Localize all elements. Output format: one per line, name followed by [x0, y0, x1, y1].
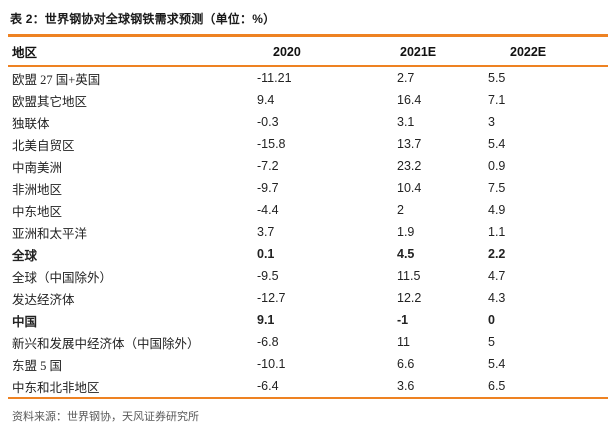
value-cell: 0.1: [257, 247, 275, 261]
table-title: 表 2：世界钢协对全球钢铁需求预测（单位：%）: [10, 12, 276, 26]
value-cell: 3: [488, 115, 495, 129]
region-cell: 中东和北非地区: [12, 380, 100, 395]
value-cell: 7.1: [488, 93, 506, 107]
value-cell: 6.5: [488, 379, 506, 393]
region-cell: 北美自贸区: [12, 138, 75, 153]
value-cell: 5.5: [488, 71, 506, 85]
table-row: 欧盟 27 国+英国 -11.21 2.7 5.5: [8, 66, 608, 89]
value-cell: 10.4: [397, 181, 422, 195]
region-cell: 中国: [12, 314, 38, 329]
table-row: 中东地区 -4.4 2 4.9: [8, 199, 608, 221]
value-cell: -6.4: [257, 379, 279, 393]
table-row: 非洲地区 -9.7 10.4 7.5: [8, 177, 608, 199]
table-row: 中东和北非地区 -6.4 3.6 6.5: [8, 375, 608, 398]
value-cell: 12.2: [397, 291, 422, 305]
region-cell: 中东地区: [12, 204, 63, 219]
header-row: 地区 2020 2021E 2022E: [8, 36, 608, 66]
value-cell: -12.7: [257, 291, 286, 305]
column-header-2021e: 2021E: [400, 44, 437, 59]
value-cell: 0.9: [488, 159, 506, 173]
value-cell: -15.8: [257, 137, 286, 151]
value-cell: 4.9: [488, 203, 506, 217]
source-note: 资料来源：世界钢协，天风证券研究所: [12, 411, 199, 423]
table-row: 北美自贸区 -15.8 13.7 5.4: [8, 133, 608, 155]
value-cell: -6.8: [257, 335, 279, 349]
value-cell: 6.6: [397, 357, 415, 371]
value-cell: 4.7: [488, 269, 506, 283]
region-cell: 东盟 5 国: [12, 358, 63, 373]
value-cell: -10.1: [257, 357, 286, 371]
column-header-2022e: 2022E: [510, 44, 547, 59]
value-cell: -9.5: [257, 269, 279, 283]
table-row: 发达经济体 -12.7 12.2 4.3: [8, 287, 608, 309]
region-cell: 发达经济体: [12, 292, 75, 307]
value-cell: 5: [488, 335, 495, 349]
value-cell: 7.5: [488, 181, 506, 195]
region-cell: 独联体: [12, 116, 50, 131]
column-header-region: 地区: [12, 46, 38, 60]
value-cell: 23.2: [397, 159, 422, 173]
column-header-2020: 2020: [273, 44, 301, 59]
table-row: 全球 0.1 4.5 2.2: [8, 243, 608, 265]
region-cell: 非洲地区: [12, 182, 63, 197]
table-body: 欧盟 27 国+英国 -11.21 2.7 5.5 欧盟其它地区 9.4 16.4 7.1 独联…: [8, 66, 608, 398]
value-cell: 9.1: [257, 313, 275, 327]
table-row: 中国 9.1 -1 0: [8, 309, 608, 331]
region-cell: 新兴和发展中经济体（中国除外）: [12, 336, 200, 351]
value-cell: -7.2: [257, 159, 279, 173]
value-cell: 3.1: [397, 115, 415, 129]
value-cell: 2: [397, 203, 404, 217]
value-cell: -11.21: [257, 71, 292, 85]
table-row: 亚洲和太平洋 3.7 1.9 1.1: [8, 221, 608, 243]
value-cell: 3.6: [397, 379, 415, 393]
value-cell: -0.3: [257, 115, 279, 129]
value-cell: -9.7: [257, 181, 279, 195]
value-cell: 9.4: [257, 93, 275, 107]
region-cell: 欧盟其它地区: [12, 94, 88, 109]
region-cell: 亚洲和太平洋: [12, 226, 88, 241]
value-cell: 13.7: [397, 137, 422, 151]
value-cell: 5.4: [488, 357, 506, 371]
value-cell: 0: [488, 313, 495, 327]
value-cell: 2.2: [488, 247, 506, 261]
region-cell: 中南美洲: [12, 160, 63, 175]
value-cell: 11: [397, 335, 410, 349]
table-row: 中南美洲 -7.2 23.2 0.9: [8, 155, 608, 177]
region-cell: 全球（中国除外）: [12, 270, 113, 285]
table-row: 独联体 -0.3 3.1 3: [8, 111, 608, 133]
region-cell: 全球: [12, 248, 38, 263]
value-cell: 3.7: [257, 225, 275, 239]
value-cell: 2.7: [397, 71, 415, 85]
value-cell: -4.4: [257, 203, 279, 217]
value-cell: 1.1: [488, 225, 506, 239]
table-row: 全球（中国除外） -9.5 11.5 4.7: [8, 265, 608, 287]
value-cell: 11.5: [397, 269, 421, 283]
region-cell: 欧盟 27 国+英国: [12, 72, 101, 87]
value-cell: 4.3: [488, 291, 506, 305]
value-cell: -1: [397, 313, 409, 327]
value-cell: 5.4: [488, 137, 506, 151]
value-cell: 4.5: [397, 247, 415, 261]
value-cell: 1.9: [397, 225, 415, 239]
table-row: 新兴和发展中经济体（中国除外） -6.8 11 5: [8, 331, 608, 353]
table-row: 欧盟其它地区 9.4 16.4 7.1: [8, 89, 608, 111]
table-row: 东盟 5 国 -10.1 6.6 5.4: [8, 353, 608, 375]
steel-demand-forecast-table: 地区 2020 2021E 2022E 欧盟 27 国+英国 -11.21 2.7 5…: [8, 34, 608, 399]
value-cell: 16.4: [397, 93, 422, 107]
